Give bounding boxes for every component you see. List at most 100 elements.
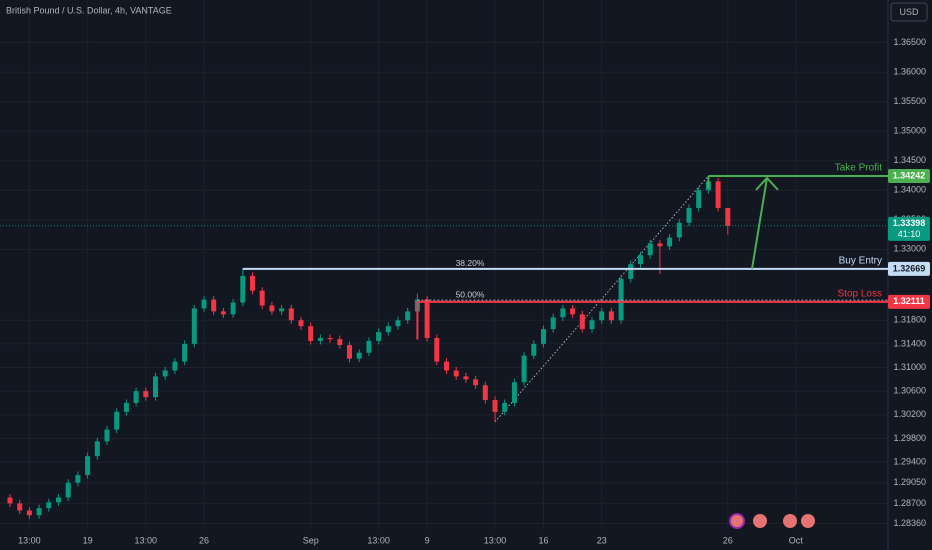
candle-body: [667, 237, 673, 247]
x-tick-label: 16: [538, 535, 548, 545]
candle-body: [104, 429, 110, 442]
y-tick-label: 1.33000: [893, 244, 926, 254]
candle-body: [143, 391, 149, 398]
candle-body: [366, 340, 372, 353]
y-tick-label: 1.31400: [893, 338, 926, 348]
candle-body: [521, 355, 527, 383]
candle-body: [36, 508, 42, 516]
x-tick-label: 13:00: [367, 535, 390, 545]
candle-body: [191, 308, 197, 344]
candle-body: [434, 337, 440, 362]
candle-body: [550, 317, 556, 330]
fib-label: 50.00%: [456, 289, 485, 299]
chart-title: British Pound / U.S. Dollar, 4h, VANTAGE: [6, 5, 172, 15]
level-name: Stop Loss: [838, 289, 882, 300]
candle-body: [230, 302, 236, 315]
candle-body: [385, 326, 391, 333]
candle-body: [676, 222, 682, 238]
candle-body: [599, 311, 605, 321]
candle-body: [75, 475, 81, 483]
x-tick-label: 19: [83, 535, 93, 545]
candle-body: [133, 391, 139, 403]
event-icons: [729, 513, 815, 529]
candle-body: [162, 370, 168, 377]
x-tick-label: 13:00: [135, 535, 158, 545]
candle-body: [250, 275, 255, 291]
candle-body: [570, 308, 576, 315]
candle-body: [182, 343, 188, 362]
x-tick-label: 9: [425, 535, 430, 545]
candle-body: [376, 332, 382, 341]
candle-body: [628, 264, 634, 279]
target-arrow: [751, 177, 768, 270]
candle-body: [541, 329, 546, 344]
candle-body: [65, 482, 71, 498]
level-name: Take Profit: [835, 163, 882, 174]
price-box-label: 1.34242: [893, 170, 926, 180]
candle-body: [327, 337, 333, 340]
y-tick-label: 1.29400: [893, 456, 926, 466]
y-tick-label: 1.29800: [893, 433, 926, 443]
candle-body: [502, 402, 508, 412]
candle-body: [589, 320, 595, 330]
x-tick-label: 26: [199, 535, 209, 545]
currency-label: USD: [899, 7, 919, 17]
x-tick-label: 23: [597, 535, 607, 545]
candle-body: [85, 456, 91, 476]
candle-body: [220, 311, 226, 315]
candle-body: [240, 275, 246, 303]
level-name: Buy Entry: [839, 256, 882, 267]
candle-body: [153, 376, 158, 398]
candle-body: [279, 308, 285, 312]
candle-body: [17, 503, 23, 511]
price-box-label: 1.32111: [893, 296, 925, 306]
price-box-label: 1.32669: [893, 263, 926, 273]
x-tick-label: 26: [723, 535, 733, 545]
candle-body: [123, 402, 129, 412]
y-tick-label: 1.31000: [893, 362, 926, 372]
candle-body: [317, 337, 323, 341]
candle-body: [618, 278, 624, 321]
target-arrow-head: [755, 176, 779, 191]
y-tick-label: 1.30600: [893, 386, 926, 396]
candle-body: [211, 299, 217, 312]
x-tick-label: Sep: [303, 535, 319, 545]
currency-button[interactable]: [890, 2, 928, 22]
candle-body: [201, 299, 207, 309]
candle-body: [725, 207, 731, 226]
candle-body: [46, 502, 52, 509]
candle-body: [608, 311, 614, 321]
candle-body: [114, 411, 120, 430]
candle-body: [7, 497, 13, 504]
candle-body: [298, 320, 304, 327]
y-tick-label: 1.30200: [893, 409, 926, 419]
candle-body: [473, 379, 479, 386]
y-tick-label: 1.36500: [893, 37, 926, 47]
candle-body: [405, 311, 411, 321]
x-tick-label: Oct: [789, 535, 804, 545]
price-box: [888, 168, 930, 183]
candle-body: [696, 190, 702, 208]
candle-body: [288, 308, 294, 321]
candle-body: [56, 497, 61, 503]
y-tick-label: 1.34000: [893, 185, 926, 195]
candle-body: [531, 343, 537, 356]
last-price-label: 1.33398: [893, 218, 926, 228]
candle-body: [424, 299, 430, 338]
price-box: [888, 261, 930, 276]
candle-body: [511, 382, 517, 403]
candle-body: [172, 361, 178, 371]
candle-body: [579, 314, 585, 330]
candle-body: [453, 370, 459, 377]
candle-body: [395, 320, 401, 327]
candle-body: [337, 339, 343, 346]
countdown-label: 41:10: [898, 229, 921, 239]
y-tick-label: 1.31800: [893, 315, 926, 325]
candle-body: [657, 243, 663, 247]
candle-body: [560, 308, 566, 318]
candle-body: [638, 255, 643, 265]
candle-body: [492, 400, 498, 412]
candle-body: [308, 326, 314, 341]
